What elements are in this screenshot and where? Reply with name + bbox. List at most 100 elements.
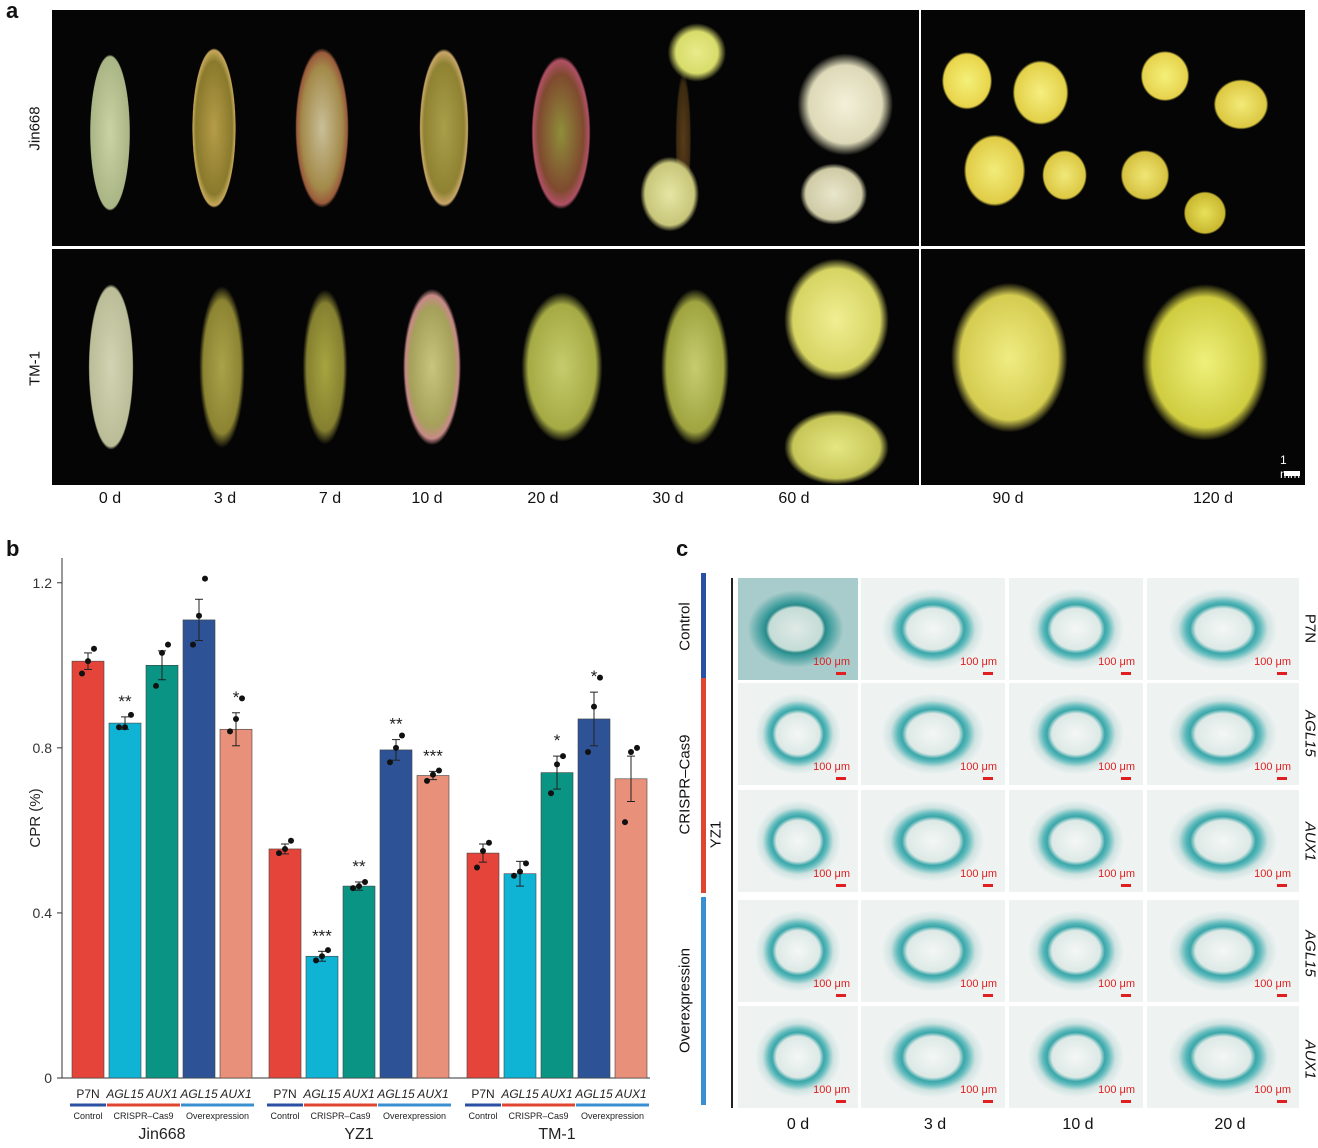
micrograph-r3-c0: 100 μm <box>738 900 858 1002</box>
explant-jin668-90d <box>921 10 1105 246</box>
micro-scale-label: 100 μm <box>1254 656 1291 668</box>
data-point <box>128 711 134 718</box>
micrograph-r4-c0: 100 μm <box>738 1006 858 1108</box>
explant-tm1-0d <box>52 249 170 485</box>
explant-jin668-7d <box>260 10 384 246</box>
data-point <box>276 850 282 857</box>
row-label-tm1: TM-1 <box>26 351 44 386</box>
micrograph-r0-c1: 100 μm <box>861 578 1005 680</box>
data-point <box>548 790 554 797</box>
data-point <box>165 641 171 648</box>
group-name: TM-1 <box>538 1126 575 1143</box>
micro-scale-label: 100 μm <box>1098 978 1135 990</box>
data-point <box>233 715 239 722</box>
bar-YZ1-2 <box>342 885 376 1079</box>
data-point <box>356 883 362 890</box>
subgroup-label: CRISPR–Cas9 <box>113 1111 173 1121</box>
data-point <box>153 682 159 689</box>
data-point <box>227 728 233 735</box>
significance-stars: ** <box>352 857 366 876</box>
panel-a-letter: a <box>6 0 19 23</box>
data-point <box>190 641 196 648</box>
day-label-5: 30 d <box>652 490 684 507</box>
micro-scale-bar <box>1277 1100 1287 1103</box>
micrograph-r4-c2: 100 μm <box>1009 1006 1143 1108</box>
data-point <box>350 885 356 892</box>
category-label: AGL15 <box>302 1087 341 1101</box>
data-point <box>362 878 368 885</box>
micro-scale-label: 100 μm <box>1254 868 1291 880</box>
explant-strip-tm1: 1 mm <box>52 249 1305 485</box>
category-label: P7N <box>471 1087 494 1101</box>
data-point <box>424 777 430 784</box>
micro-scale-bar <box>836 994 846 997</box>
data-point <box>399 732 405 739</box>
row-gene-1: AGL15 <box>1301 710 1318 757</box>
data-point <box>91 645 97 652</box>
data-point <box>597 674 603 681</box>
category-label: AGL15 <box>179 1087 218 1101</box>
bar-TM-1-2 <box>540 772 574 1079</box>
group-bar-overexpression <box>701 897 706 1105</box>
row-gene-4: AUX1 <box>1301 1039 1318 1080</box>
data-point <box>116 724 122 731</box>
category-label: AUX1 <box>540 1087 572 1101</box>
bar-TM-1-4 <box>614 778 648 1079</box>
explant-tm1-3d <box>170 249 274 485</box>
category-label: AUX1 <box>614 1087 646 1101</box>
cultivar-bracket <box>731 578 733 1108</box>
day-label-3: 10 d <box>411 490 443 507</box>
day-label-6: 60 d <box>778 490 810 507</box>
micrograph-r0-c0: 100 μm <box>738 578 858 680</box>
data-point <box>159 649 165 656</box>
group-bar-control <box>701 573 706 678</box>
group-label-crispr: CRISPR–Cas9 <box>676 734 694 835</box>
explant-tm1-30d <box>636 249 754 485</box>
data-point <box>523 860 529 867</box>
bar-TM-1-1 <box>503 873 537 1079</box>
day-label-1: 3 d <box>213 490 237 507</box>
significance-stars: * <box>591 667 598 686</box>
data-point <box>122 724 128 731</box>
row-gene-3: AGL15 <box>1301 930 1318 977</box>
group-name: YZ1 <box>344 1126 373 1143</box>
subgroup-label: Overexpression <box>383 1111 446 1121</box>
micrograph-r0-c2: 100 μm <box>1009 578 1143 680</box>
micro-scale-label: 100 μm <box>1254 978 1291 990</box>
subgroup-label: Overexpression <box>581 1111 644 1121</box>
micrograph-r3-c3: 100 μm <box>1147 900 1299 1002</box>
data-point <box>480 848 486 855</box>
c-day-label-2: 10 d <box>1062 1116 1094 1133</box>
micrograph-r4-c3: 100 μm <box>1147 1006 1299 1108</box>
y-tick-label: 1.2 <box>33 575 53 591</box>
micro-scale-bar <box>983 884 993 887</box>
micrograph-r1-c3: 100 μm <box>1147 683 1299 785</box>
data-point <box>387 759 393 766</box>
day-label-4: 20 d <box>527 490 559 507</box>
micro-scale-bar <box>1121 884 1131 887</box>
micrograph-r4-c1: 100 μm <box>861 1006 1005 1108</box>
micrograph-r3-c2: 100 μm <box>1009 900 1143 1002</box>
y-tick-label: 0.8 <box>33 740 53 756</box>
panel-c-letter: c <box>676 536 689 561</box>
micrograph-r2-c2: 100 μm <box>1009 790 1143 892</box>
micro-scale-bar <box>983 1100 993 1103</box>
subgroup-label: Control <box>73 1111 102 1121</box>
data-point <box>196 612 202 619</box>
y-axis-title: CPR (%) <box>27 788 44 847</box>
micrograph-r1-c0: 100 μm <box>738 683 858 785</box>
micrograph-r2-c1: 100 μm <box>861 790 1005 892</box>
c-day-label-1: 3 d <box>923 1116 947 1133</box>
micro-scale-bar <box>1277 777 1287 780</box>
data-point <box>313 957 319 964</box>
micro-scale-label: 100 μm <box>813 656 850 668</box>
bar-YZ1-3 <box>379 749 413 1079</box>
day-label-7: 90 d <box>992 490 1024 507</box>
explant-jin668-30d <box>618 10 754 246</box>
c-day-label-3: 20 d <box>1214 1116 1246 1133</box>
row-label-jin668: Jin668 <box>26 106 44 151</box>
bar-YZ1-0 <box>268 848 302 1079</box>
micro-scale-bar <box>1121 1100 1131 1103</box>
micrograph-r2-c3: 100 μm <box>1147 790 1299 892</box>
